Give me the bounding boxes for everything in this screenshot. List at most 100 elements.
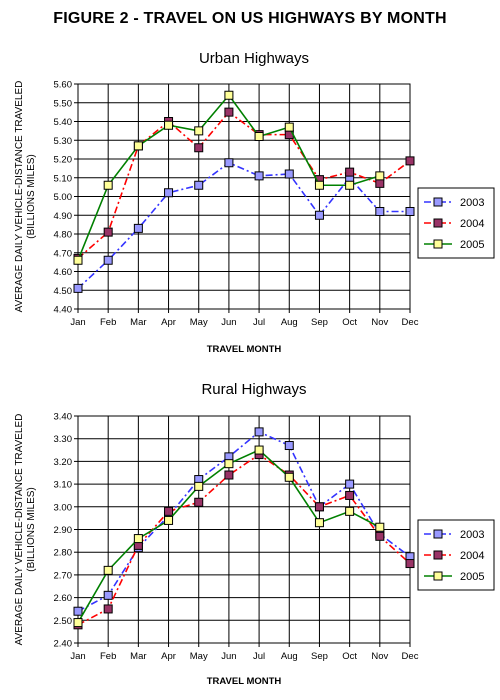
data-point-2003-Feb bbox=[103, 590, 113, 600]
y-tick-label: 4.60 bbox=[54, 267, 73, 278]
data-point-2004-Apr bbox=[164, 506, 174, 516]
x-tick-label: Nov bbox=[371, 317, 388, 328]
data-point-2005-Sep bbox=[314, 518, 324, 528]
y-tick-label: 2.80 bbox=[54, 548, 73, 559]
y-tick-label: 2.60 bbox=[54, 593, 73, 604]
data-point-2004-May bbox=[194, 497, 204, 507]
legend-label-2004: 2004 bbox=[460, 550, 484, 562]
data-point-2003-Dec bbox=[405, 207, 415, 216]
data-point-2004-Jun bbox=[224, 470, 234, 480]
series-2004 bbox=[73, 107, 415, 263]
y-tick-label: 4.80 bbox=[54, 230, 73, 241]
x-axis-label: TRAVEL MONTH bbox=[207, 344, 282, 355]
data-point-2003-Jul bbox=[254, 427, 264, 437]
series-line-2003 bbox=[77, 430, 411, 612]
x-tick-label: Jun bbox=[221, 651, 236, 662]
y-tick-label: 2.40 bbox=[54, 639, 73, 650]
data-point-2004-Jun bbox=[224, 107, 234, 117]
data-point-2005-Feb bbox=[103, 565, 113, 575]
legend-marker-2003 bbox=[433, 197, 443, 207]
data-point-2004-Dec bbox=[405, 559, 415, 569]
x-tick-label: Feb bbox=[100, 651, 116, 662]
series-2005 bbox=[73, 90, 385, 265]
data-point-2005-Jan bbox=[73, 618, 83, 628]
y-axis-label: AVERAGE DAILY VEHICLE-DISTANCE TRAVELED(… bbox=[14, 414, 37, 646]
series-2005 bbox=[73, 445, 385, 628]
y-tick-label: 5.50 bbox=[54, 98, 73, 109]
y-tick-label: 2.50 bbox=[54, 616, 73, 627]
data-point-2005-Jan bbox=[73, 255, 83, 265]
y-tick-label: 2.70 bbox=[54, 570, 73, 581]
x-tick-label: Nov bbox=[371, 651, 388, 662]
data-point-2005-May bbox=[194, 126, 204, 136]
data-point-2004-Sep bbox=[314, 502, 324, 512]
legend-marker-2004 bbox=[433, 218, 443, 228]
legend-marker-2005 bbox=[433, 571, 443, 581]
legend-label-2004: 2004 bbox=[460, 218, 484, 230]
data-point-2005-Oct bbox=[345, 180, 355, 190]
y-tick-label: 4.40 bbox=[54, 305, 73, 316]
data-point-2005-Mar bbox=[133, 141, 143, 151]
data-point-2003-Feb bbox=[103, 255, 113, 265]
data-point-2003-Aug bbox=[284, 169, 294, 179]
data-point-2004-Oct bbox=[345, 490, 355, 500]
x-tick-label: Jan bbox=[70, 317, 85, 328]
y-tick-label: 5.10 bbox=[54, 173, 73, 184]
data-point-2005-Nov bbox=[375, 171, 385, 181]
data-point-2003-Jan bbox=[73, 606, 83, 616]
x-tick-label: Dec bbox=[402, 317, 419, 328]
y-tick-label: 3.10 bbox=[54, 480, 73, 491]
data-point-2003-Aug bbox=[284, 441, 294, 451]
x-tick-label: Dec bbox=[402, 651, 419, 662]
data-point-2004-May bbox=[194, 143, 204, 153]
series-line-2004 bbox=[77, 453, 411, 626]
data-point-2003-Jul bbox=[254, 171, 264, 181]
x-tick-label: Jul bbox=[253, 317, 265, 328]
y-tick-label: 5.30 bbox=[54, 136, 73, 147]
x-tick-label: Oct bbox=[342, 317, 357, 328]
x-tick-label: Sep bbox=[311, 651, 328, 662]
y-tick-label: 5.60 bbox=[54, 80, 73, 91]
y-tick-label: 3.00 bbox=[54, 502, 73, 513]
data-point-2005-Aug bbox=[284, 472, 294, 482]
legend-label-2005: 2005 bbox=[460, 239, 484, 251]
x-tick-label: Feb bbox=[100, 317, 116, 328]
data-point-2004-Nov bbox=[375, 531, 385, 541]
legend-marker-2004 bbox=[433, 550, 443, 560]
data-point-2003-Apr bbox=[164, 188, 174, 198]
x-tick-label: Jul bbox=[253, 651, 265, 662]
data-point-2005-Jul bbox=[254, 445, 264, 455]
y-tick-label: 4.90 bbox=[54, 211, 73, 222]
y-tick-label: 2.90 bbox=[54, 525, 73, 536]
data-point-2004-Nov bbox=[375, 178, 385, 188]
y-tick-label: 5.20 bbox=[54, 155, 73, 166]
chart-2: Rural Highways 2.40 2.50 2.60 2.70 2.80 2.90 3.… bbox=[14, 381, 495, 687]
x-tick-label: Mar bbox=[130, 651, 146, 662]
x-tick-label: Oct bbox=[342, 651, 357, 662]
data-point-2005-Sep bbox=[314, 180, 324, 190]
series-2003 bbox=[73, 158, 415, 293]
data-point-2004-Feb bbox=[103, 227, 113, 237]
data-point-2003-Sep bbox=[314, 210, 324, 220]
chart-1: Urban Highways 4.40 4.50 4.60 4.70 4.80 4.90 5.… bbox=[14, 50, 495, 355]
data-point-2003-Jan bbox=[73, 283, 83, 293]
chart-title: Rural Highways bbox=[201, 381, 306, 398]
figure-title: FIGURE 2 - TRAVEL ON US HIGHWAYS BY MONT… bbox=[53, 10, 447, 27]
data-point-2005-Oct bbox=[345, 506, 355, 516]
x-tick-label: May bbox=[190, 651, 208, 662]
y-axis-label: AVERAGE DAILY VEHICLE-DISTANCE TRAVELED(… bbox=[14, 81, 37, 313]
legend-marker-2005 bbox=[433, 239, 443, 249]
y-tick-label: 5.00 bbox=[54, 192, 73, 203]
data-point-2005-Jun bbox=[224, 90, 234, 100]
x-tick-label: Sep bbox=[311, 317, 328, 328]
legend: 2003 2004 2005 bbox=[417, 519, 495, 591]
legend: 2003 2004 2005 bbox=[417, 187, 495, 259]
legend-label-2005: 2005 bbox=[460, 571, 484, 583]
data-point-2005-Feb bbox=[103, 180, 113, 190]
chart-title: Urban Highways bbox=[199, 50, 309, 67]
data-point-2003-May bbox=[194, 180, 204, 190]
data-point-2005-Jul bbox=[254, 132, 264, 141]
y-tick-label: 4.50 bbox=[54, 286, 73, 297]
x-tick-label: Apr bbox=[161, 317, 176, 328]
